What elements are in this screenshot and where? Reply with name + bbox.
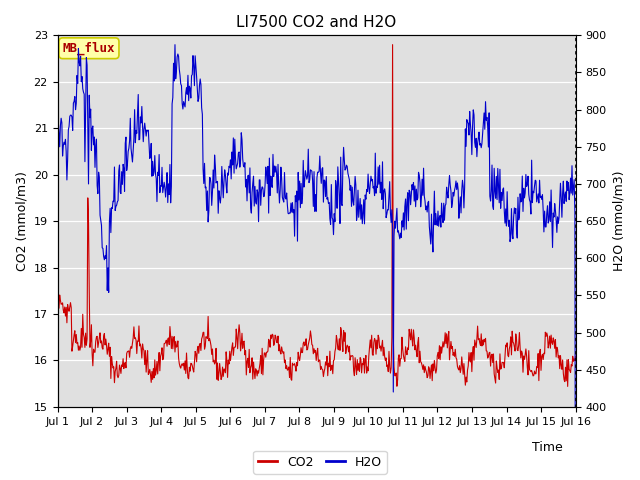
H2O — [54, 161, 61, 167]
H2O — [171, 42, 179, 48]
H2O — [197, 82, 205, 87]
H2O — [63, 177, 71, 183]
Line: H2O: H2O — [58, 45, 575, 480]
Text: Time: Time — [532, 441, 563, 454]
Legend: CO2, H2O: CO2, H2O — [253, 451, 387, 474]
CO2 — [196, 341, 204, 347]
CO2 — [54, 290, 61, 296]
Text: MB_flux: MB_flux — [63, 42, 115, 55]
H2O — [396, 232, 403, 238]
Line: CO2: CO2 — [58, 45, 575, 386]
CO2 — [380, 353, 387, 359]
Title: LI7500 CO2 and H2O: LI7500 CO2 and H2O — [236, 15, 397, 30]
CO2 — [116, 366, 124, 372]
H2O — [169, 95, 177, 100]
H2O — [380, 188, 388, 194]
CO2 — [396, 352, 403, 358]
Y-axis label: H2O (mmol/m3): H2O (mmol/m3) — [612, 171, 625, 271]
CO2 — [169, 346, 177, 352]
H2O — [116, 189, 124, 195]
CO2 — [564, 384, 572, 389]
Y-axis label: CO2 (mmol/m3): CO2 (mmol/m3) — [15, 171, 28, 271]
CO2 — [63, 320, 71, 325]
CO2 — [572, 353, 579, 359]
CO2 — [388, 42, 396, 48]
